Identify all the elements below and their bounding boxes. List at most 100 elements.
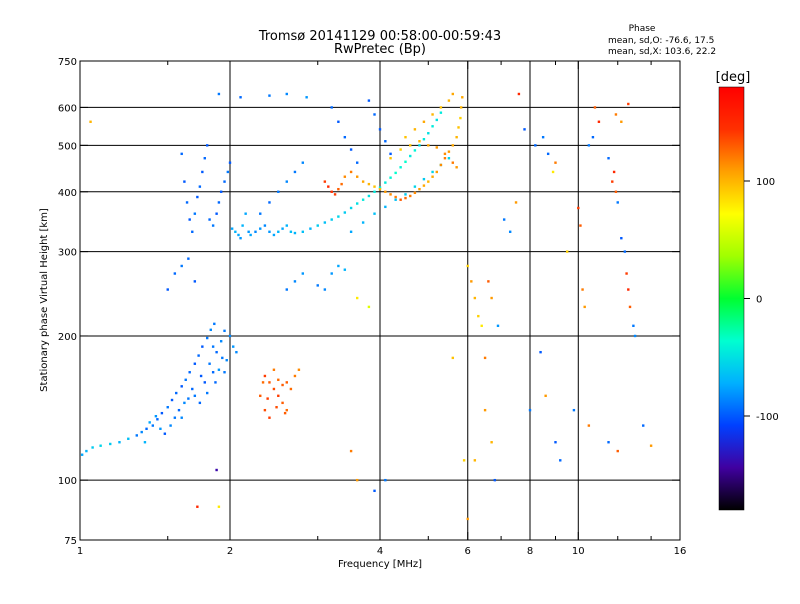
data-point bbox=[356, 175, 359, 178]
data-point bbox=[404, 193, 407, 196]
data-point bbox=[356, 161, 359, 164]
data-point bbox=[239, 236, 242, 240]
data-point bbox=[384, 190, 387, 193]
data-point bbox=[389, 152, 392, 156]
data-point bbox=[413, 128, 417, 131]
x-tick-label: 2 bbox=[227, 546, 233, 557]
data-point bbox=[183, 401, 186, 405]
data-point bbox=[289, 230, 293, 233]
data-point bbox=[293, 170, 297, 174]
data-point bbox=[539, 350, 542, 354]
data-point bbox=[234, 230, 237, 233]
data-point bbox=[378, 186, 382, 189]
data-point bbox=[196, 195, 199, 199]
data-point bbox=[228, 161, 232, 164]
data-point bbox=[373, 489, 376, 493]
y-tick-label: 200 bbox=[58, 332, 77, 343]
data-point bbox=[333, 193, 337, 196]
y-tick-label: 750 bbox=[58, 57, 77, 68]
phase-header: Phase bbox=[629, 24, 656, 34]
data-point bbox=[166, 406, 169, 409]
data-point bbox=[607, 157, 610, 160]
data-point bbox=[281, 227, 284, 230]
data-point bbox=[221, 356, 224, 360]
data-point bbox=[399, 148, 402, 151]
data-point bbox=[427, 180, 430, 183]
data-point bbox=[554, 161, 557, 164]
data-point bbox=[277, 378, 280, 381]
data-point bbox=[384, 181, 387, 184]
data-point bbox=[528, 408, 532, 412]
data-point bbox=[266, 397, 269, 400]
data-point bbox=[367, 305, 371, 309]
data-point bbox=[422, 177, 426, 181]
data-point bbox=[343, 135, 347, 139]
data-point bbox=[466, 264, 469, 268]
data-point bbox=[272, 233, 276, 237]
data-point bbox=[285, 224, 288, 227]
data-point bbox=[241, 224, 244, 227]
data-point bbox=[159, 427, 162, 430]
data-point bbox=[175, 391, 178, 395]
data-point bbox=[183, 180, 186, 183]
data-point bbox=[223, 180, 226, 183]
data-point bbox=[145, 427, 148, 430]
data-point bbox=[301, 272, 305, 275]
data-point bbox=[198, 185, 202, 188]
data-point bbox=[399, 166, 402, 169]
data-point bbox=[249, 233, 252, 237]
data-point bbox=[337, 187, 340, 191]
data-point bbox=[309, 227, 312, 230]
data-point bbox=[211, 345, 215, 348]
data-point bbox=[228, 334, 232, 338]
data-point bbox=[443, 152, 447, 156]
data-point bbox=[389, 157, 392, 160]
colorbar bbox=[718, 86, 745, 511]
data-point bbox=[213, 322, 216, 326]
data-point bbox=[378, 187, 382, 191]
data-point bbox=[462, 459, 466, 462]
data-point bbox=[431, 170, 434, 174]
x-axis-label: Frequency [MHz] bbox=[338, 559, 422, 570]
data-point bbox=[349, 170, 353, 174]
data-point bbox=[349, 230, 353, 233]
data-point bbox=[367, 194, 371, 198]
data-point bbox=[523, 128, 526, 131]
y-tick-label: 100 bbox=[58, 476, 77, 487]
y-tick-label: 300 bbox=[58, 248, 77, 259]
data-point bbox=[541, 135, 545, 139]
data-point bbox=[208, 362, 211, 365]
data-point bbox=[361, 221, 365, 224]
data-point bbox=[143, 441, 147, 444]
data-point bbox=[451, 92, 455, 96]
data-point bbox=[154, 414, 158, 418]
data-point bbox=[217, 92, 221, 96]
data-point bbox=[404, 135, 407, 139]
data-point bbox=[620, 236, 623, 240]
data-point bbox=[196, 505, 199, 508]
data-point bbox=[443, 157, 447, 160]
data-point bbox=[316, 224, 319, 227]
data-point bbox=[373, 185, 376, 188]
grid-lines bbox=[80, 61, 680, 540]
data-point bbox=[439, 163, 443, 167]
data-point bbox=[191, 230, 194, 233]
data-point bbox=[581, 288, 584, 291]
data-point bbox=[203, 157, 206, 160]
data-point bbox=[301, 230, 305, 233]
data-point bbox=[373, 212, 376, 215]
y-axis-label: Stationary phase Virtual Height [km] bbox=[39, 208, 50, 392]
data-point bbox=[591, 135, 595, 139]
data-point bbox=[632, 324, 635, 328]
data-point bbox=[439, 111, 443, 114]
data-point bbox=[356, 296, 359, 300]
data-point bbox=[180, 385, 183, 388]
data-point bbox=[597, 120, 601, 123]
data-point bbox=[259, 227, 262, 230]
data-point bbox=[215, 350, 218, 354]
data-point bbox=[627, 288, 630, 291]
data-point bbox=[361, 198, 365, 201]
colorbar-tick-label: -100 bbox=[756, 412, 779, 423]
data-point bbox=[649, 444, 653, 447]
